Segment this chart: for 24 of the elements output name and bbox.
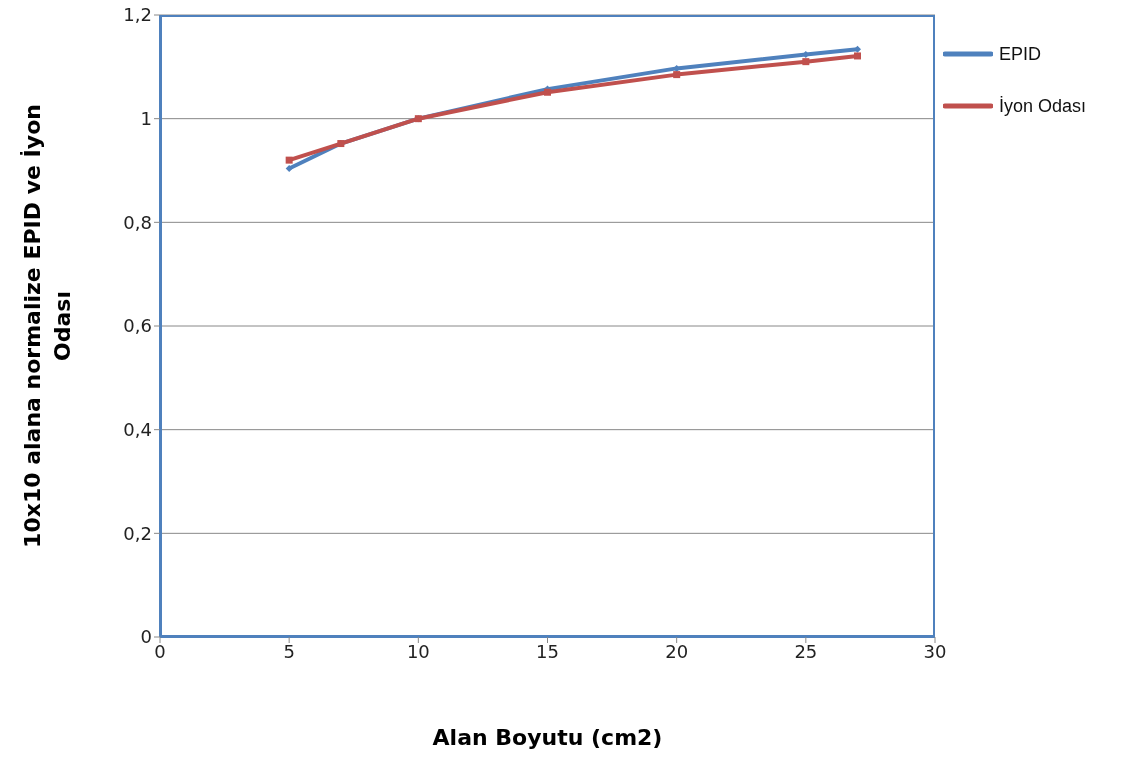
y-tick-label: 1,2 (123, 4, 152, 26)
y-axis-title: 10x10 alana normalize EPID ve İyon Odası (19, 103, 76, 550)
point (802, 58, 810, 66)
point (854, 52, 861, 60)
x-axis-title: Alan Boyutu (cm2) (431, 725, 664, 750)
point (673, 71, 681, 79)
point (854, 45, 861, 53)
y-tick-label: 0,4 (123, 419, 152, 441)
y-tick-label: 1 (140, 108, 152, 130)
x-tick-label: 25 (794, 640, 818, 662)
legend-label: EPID (999, 43, 1042, 65)
point (285, 164, 293, 172)
y-tick-label: 0,6 (123, 315, 152, 337)
x-tick-label: 30 (923, 640, 947, 662)
x-tick-label: 15 (536, 640, 559, 662)
x-tick-label: 10 (406, 640, 430, 662)
x-tick-label: 20 (665, 640, 689, 662)
x-tick-label: 5 (283, 640, 295, 662)
y-tick-label: 0,2 (123, 522, 152, 544)
y-tick-label: 0 (140, 626, 152, 648)
legend-label: İyon Odası (999, 95, 1087, 117)
y-tick-label: 0,8 (123, 211, 152, 233)
x-tick-label: 0 (154, 640, 166, 662)
point (285, 156, 293, 164)
